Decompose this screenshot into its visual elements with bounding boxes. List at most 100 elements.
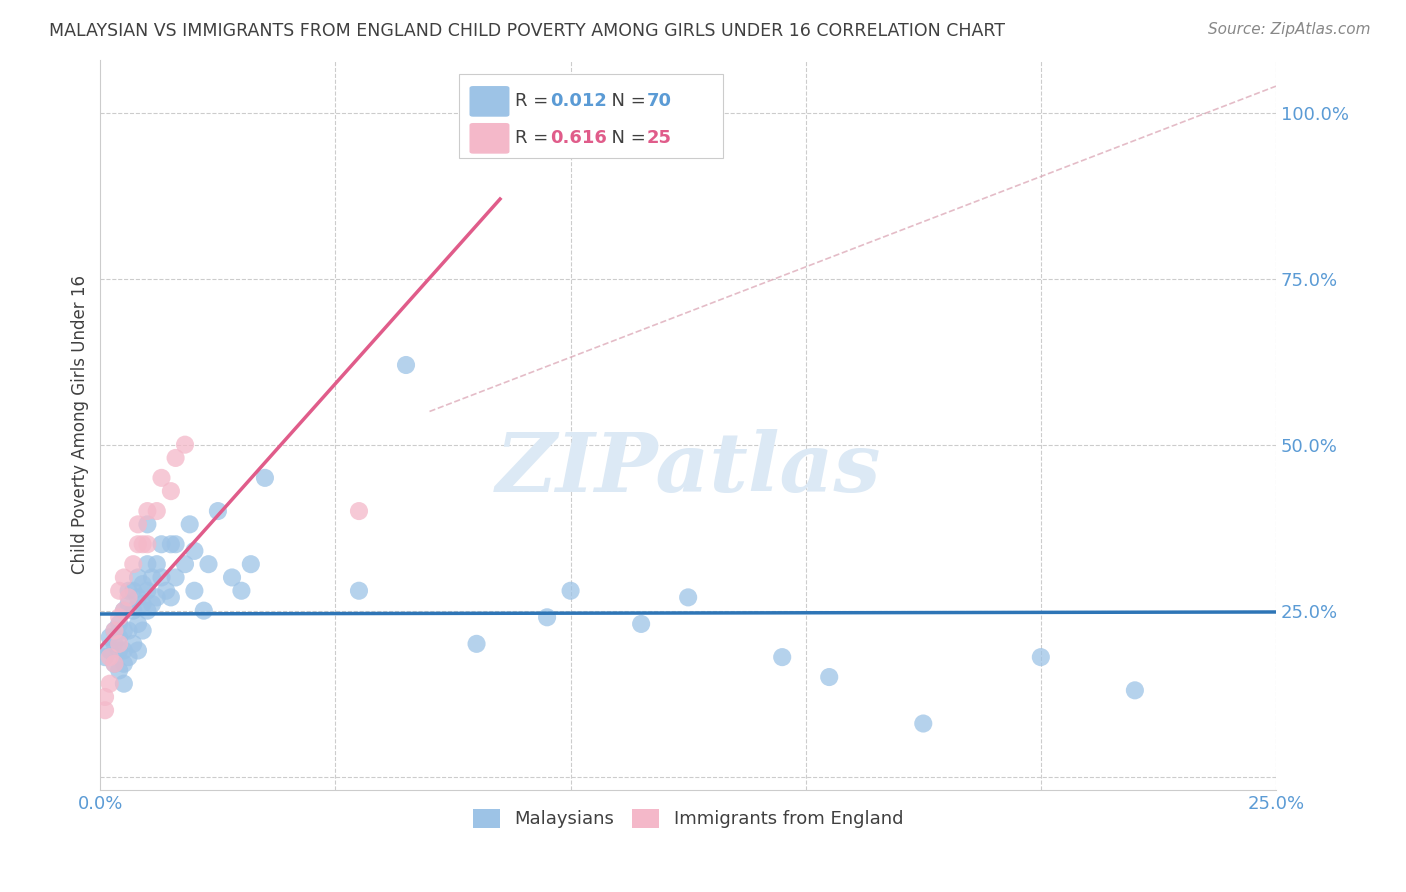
Point: [127, 616, 149, 631]
Point: [165, 450, 187, 465]
Text: R =: R =: [516, 93, 554, 111]
Point: [112, 657, 135, 671]
Point: [127, 570, 149, 584]
Point: [136, 537, 159, 551]
Point: [155, 583, 177, 598]
Text: 70: 70: [647, 93, 672, 111]
Point: [117, 624, 139, 638]
Point: [465, 637, 488, 651]
Point: [94, 650, 117, 665]
Point: [141, 570, 163, 584]
Point: [98, 630, 121, 644]
Point: [112, 676, 135, 690]
Point: [1123, 683, 1146, 698]
Point: [103, 624, 125, 638]
Point: [108, 664, 131, 678]
Point: [103, 624, 125, 638]
Point: [221, 570, 243, 584]
Point: [117, 583, 139, 598]
Text: 25: 25: [647, 129, 672, 147]
Point: [112, 604, 135, 618]
Point: [174, 557, 197, 571]
Point: [347, 583, 370, 598]
Point: [127, 643, 149, 657]
Point: [131, 597, 153, 611]
Point: [136, 517, 159, 532]
Point: [193, 604, 215, 618]
Point: [207, 504, 229, 518]
Point: [103, 657, 125, 671]
Point: [108, 610, 131, 624]
Point: [197, 557, 219, 571]
Point: [160, 537, 183, 551]
Point: [98, 676, 121, 690]
Point: [560, 583, 582, 598]
Point: [127, 537, 149, 551]
Point: [141, 597, 163, 611]
Point: [122, 583, 145, 598]
Point: [183, 544, 205, 558]
Point: [136, 604, 159, 618]
Point: [117, 650, 139, 665]
Point: [165, 570, 187, 584]
Point: [117, 597, 139, 611]
Point: [818, 670, 841, 684]
Point: [108, 583, 131, 598]
Point: [122, 557, 145, 571]
FancyBboxPatch shape: [458, 74, 724, 158]
Text: N =: N =: [600, 129, 651, 147]
Point: [150, 537, 173, 551]
Text: R =: R =: [516, 129, 554, 147]
Text: ZIPatlas: ZIPatlas: [495, 428, 882, 508]
Text: N =: N =: [600, 93, 651, 111]
Point: [231, 583, 253, 598]
Point: [560, 105, 582, 120]
Point: [112, 624, 135, 638]
FancyBboxPatch shape: [470, 123, 509, 153]
Point: [146, 557, 169, 571]
Point: [150, 570, 173, 584]
Point: [108, 637, 131, 651]
Legend: Malaysians, Immigrants from England: Malaysians, Immigrants from England: [465, 802, 911, 836]
Point: [536, 610, 558, 624]
Point: [122, 637, 145, 651]
Point: [136, 557, 159, 571]
Text: MALAYSIAN VS IMMIGRANTS FROM ENGLAND CHILD POVERTY AMONG GIRLS UNDER 16 CORRELAT: MALAYSIAN VS IMMIGRANTS FROM ENGLAND CHI…: [49, 22, 1005, 40]
Point: [131, 577, 153, 591]
Point: [160, 484, 183, 499]
Point: [179, 517, 201, 532]
Point: [131, 624, 153, 638]
Y-axis label: Child Poverty Among Girls Under 16: Child Poverty Among Girls Under 16: [72, 276, 89, 574]
Point: [131, 537, 153, 551]
Point: [122, 604, 145, 618]
Point: [165, 537, 187, 551]
Point: [146, 591, 169, 605]
Point: [117, 591, 139, 605]
Point: [112, 570, 135, 584]
Text: 0.616: 0.616: [551, 129, 607, 147]
Point: [183, 583, 205, 598]
Point: [395, 358, 418, 372]
Point: [108, 630, 131, 644]
Point: [103, 657, 125, 671]
Point: [98, 650, 121, 665]
Point: [630, 616, 652, 631]
Point: [253, 471, 276, 485]
Point: [94, 690, 117, 704]
Point: [108, 616, 131, 631]
Point: [136, 583, 159, 598]
Point: [676, 591, 699, 605]
Point: [347, 504, 370, 518]
Point: [127, 517, 149, 532]
Point: [150, 471, 173, 485]
Point: [770, 650, 793, 665]
Point: [108, 643, 131, 657]
Point: [103, 637, 125, 651]
Point: [912, 716, 935, 731]
Point: [94, 703, 117, 717]
Text: 0.012: 0.012: [551, 93, 607, 111]
Point: [146, 504, 169, 518]
Point: [136, 504, 159, 518]
Text: Source: ZipAtlas.com: Source: ZipAtlas.com: [1208, 22, 1371, 37]
Point: [98, 643, 121, 657]
